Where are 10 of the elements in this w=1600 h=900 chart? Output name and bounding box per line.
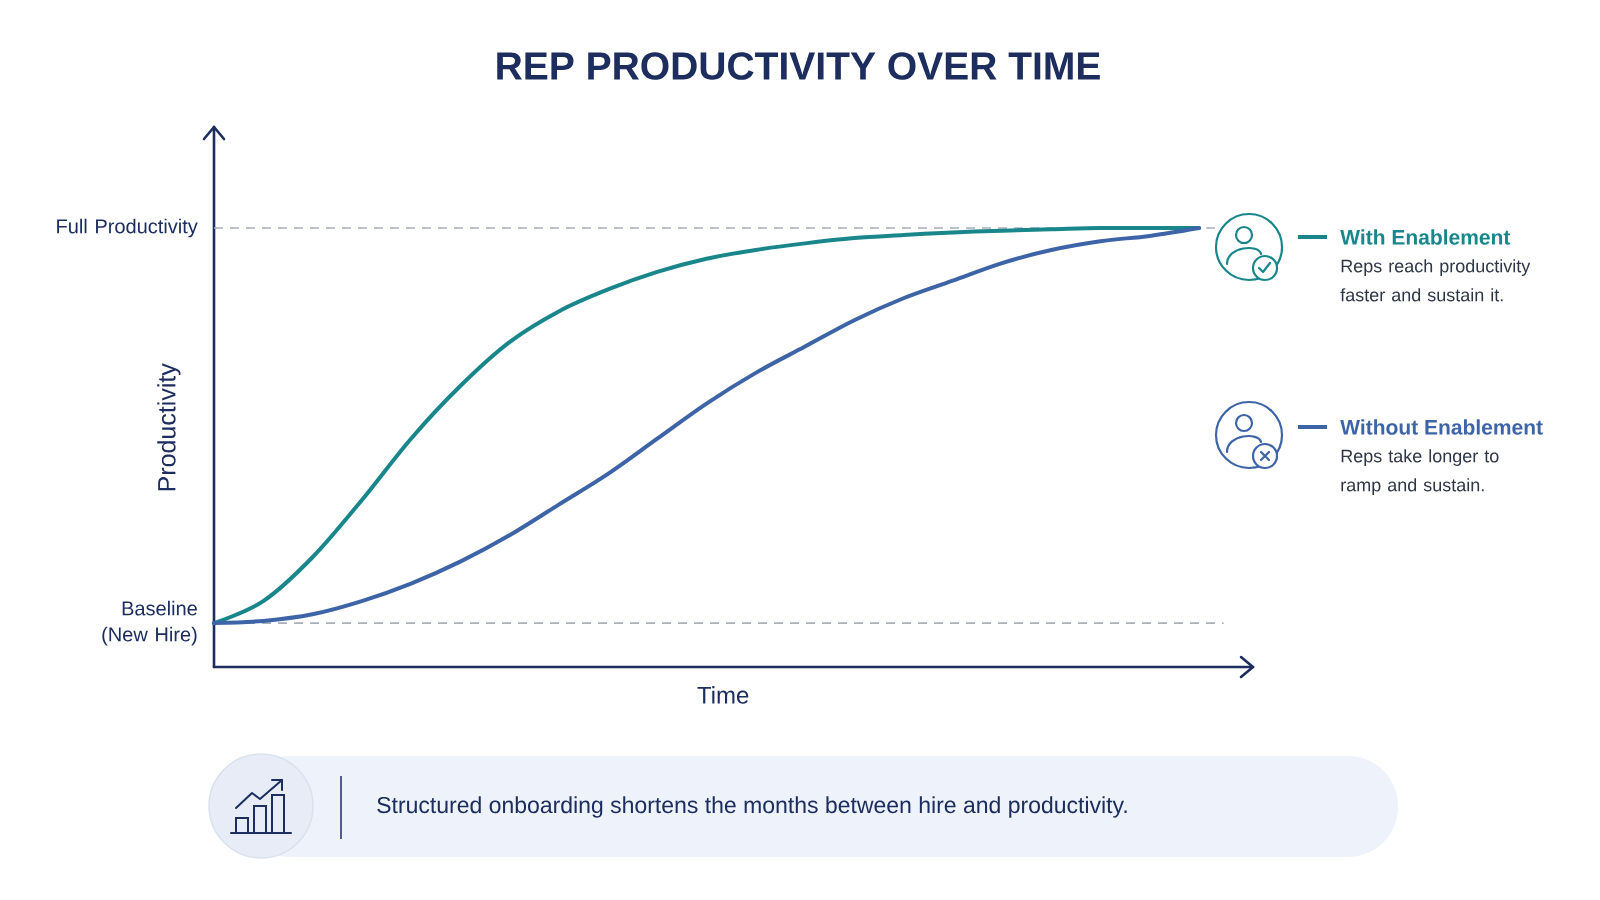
text: Structured onboarding shortens the months between hire and productivity. [377, 796, 1127, 818]
ref-line-label: Full Productivity [57, 218, 198, 238]
text: Reps take longer to ramp and sustain. [1341, 449, 1499, 495]
y-axis-title: Productivity [157, 363, 181, 491]
x-axis-title: Time [697, 686, 749, 704]
legend-label: Without Enablement [1340, 419, 1543, 435]
ref-line-label: Baseline (New Hire) [102, 600, 197, 646]
text: Reps reach productivity faster and sustain it. [1340, 259, 1531, 302]
chart-title: REP PRODUCTIVITY OVER TIME [497, 52, 1100, 80]
legend-label: With Enablement [1340, 229, 1511, 245]
